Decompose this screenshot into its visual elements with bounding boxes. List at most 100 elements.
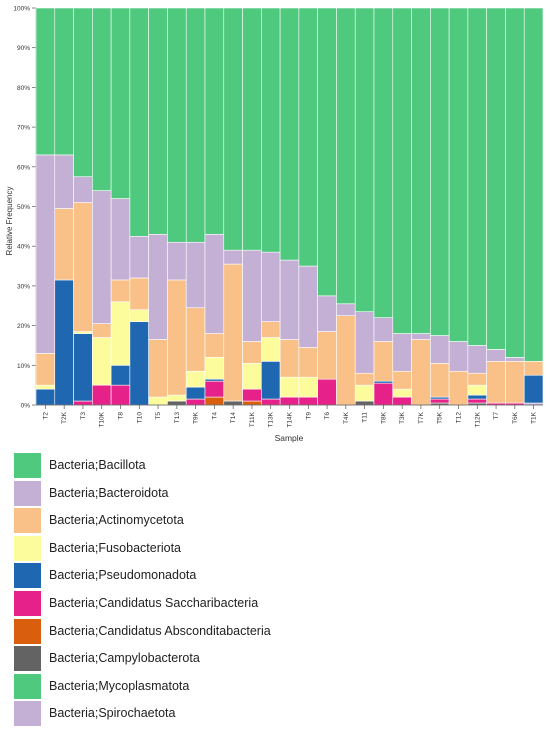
legend-label: Bacteria;Actinomycetota — [49, 513, 184, 528]
bar-segment-T2-6 — [35, 384, 56, 390]
bar-segment-T13-8 — [167, 241, 187, 281]
bar-segment-T1K-7 — [523, 361, 544, 376]
legend-swatch — [14, 590, 41, 616]
bar-segment-T9K-7 — [185, 307, 206, 372]
bar-segment-T8-7 — [110, 279, 131, 303]
x-tick-label: T3K — [399, 411, 406, 424]
legend-swatch — [14, 618, 41, 644]
x-tick-label: T14K — [287, 411, 294, 427]
x-tick-label: T12 — [456, 412, 463, 424]
bar-segment-T14-2 — [223, 400, 243, 406]
bar-segment-T13-9 — [167, 7, 187, 243]
y-tick-label: 100% — [13, 6, 30, 13]
bar-segment-T7-7 — [486, 361, 506, 404]
bar-segment-T9K-4 — [185, 398, 206, 406]
bar-segment-T13-6 — [167, 394, 187, 402]
y-tick-label: 10% — [17, 363, 30, 370]
bar-segment-T5-6 — [148, 396, 168, 406]
bar-segment-T2K-7 — [54, 208, 74, 281]
bar-segment-T2-5 — [35, 388, 56, 406]
bar-segment-T2-8 — [35, 154, 56, 354]
legend-label: Bacteria;Candidatus Saccharibacteria — [49, 595, 259, 610]
bar-segment-T13-2 — [167, 400, 187, 406]
y-axis: 0% 10% 20% 30% 40% 50% 60% 70% 80% 90% 100% — [13, 6, 37, 410]
bar-segment-T5-9 — [148, 7, 168, 235]
bar-segment-T14K-8 — [279, 259, 300, 340]
bar-segment-T11-8 — [354, 311, 375, 374]
x-tick-label: T5 — [155, 412, 162, 420]
bar-segment-T11-6 — [354, 384, 375, 402]
x-tick-label: T7 — [493, 412, 500, 420]
legend-item: Bacteria;Spirochaetota — [0, 699, 550, 727]
x-tick-label: T14 — [230, 412, 237, 424]
bar-segment-T5K-7 — [430, 363, 450, 398]
y-tick-label: 40% — [17, 244, 30, 251]
bar-segment-T5K-4 — [430, 398, 450, 404]
bar-segment-T4-9 — [204, 7, 225, 235]
legend-label: Bacteria;Candidatus Absconditabacteria — [49, 623, 271, 638]
bar-segment-T10K-8 — [92, 190, 112, 324]
bar-segment-T12-8 — [448, 341, 469, 372]
bar-segment-T11K-8 — [242, 249, 262, 342]
x-tick-label: T10K — [99, 411, 106, 427]
bar-segment-T7-8 — [486, 349, 506, 362]
bar-segment-T4K-7 — [336, 315, 356, 406]
bar-segment-T9K-8 — [185, 241, 206, 309]
x-tick-label: T2 — [42, 412, 49, 420]
bar-segment-T14K-4 — [279, 396, 300, 406]
bar-segment-T11K-3 — [242, 400, 262, 406]
x-tick-label: T6 — [324, 412, 331, 420]
x-tick-label: T3 — [80, 412, 87, 420]
y-tick-label: 70% — [17, 125, 30, 132]
bar-segment-T7K-7 — [411, 339, 431, 406]
x-tick-label: T6K — [512, 411, 519, 424]
bar-segment-T2K-9 — [54, 7, 74, 156]
bar-segment-T10K-4 — [92, 384, 112, 406]
legend-swatch — [14, 563, 41, 589]
bar-segment-T12-9 — [448, 7, 469, 342]
bar-segment-T12K-5 — [467, 394, 487, 400]
bar-segment-T3-5 — [73, 333, 93, 402]
bar-segment-T4K-9 — [336, 7, 356, 305]
bar-segment-T8K-9 — [373, 7, 394, 318]
x-tick-label: T11 — [362, 412, 369, 423]
bar-segment-T9K-5 — [185, 386, 206, 400]
bar-segment-T11-7 — [354, 372, 375, 386]
bar-segment-T13-7 — [167, 279, 187, 396]
legend-item: Bacteria;Bacillota — [0, 451, 550, 479]
bar-segment-T10K-6 — [92, 337, 112, 386]
bar-segment-T14K-9 — [279, 7, 300, 261]
bar-segment-T11K-7 — [242, 341, 262, 364]
bar-segment-T4-7 — [204, 333, 225, 358]
bar-segment-T9-9 — [298, 7, 318, 267]
bar-segment-T4-8 — [204, 233, 225, 334]
bar-segment-T13K-5 — [261, 361, 281, 400]
legend-swatch — [14, 535, 41, 561]
bar-segment-T10K-7 — [92, 323, 112, 338]
bar-segment-T7-9 — [486, 7, 506, 350]
bar-segment-T9-8 — [298, 265, 318, 348]
bar-segment-T10-5 — [129, 321, 149, 406]
x-tick-label: T4K — [343, 411, 350, 424]
legend-item: Bacteria;Fusobacteriota — [0, 534, 550, 562]
bar-segment-T2K-8 — [54, 154, 74, 209]
legend-item: Bacteria;Actinomycetota — [0, 506, 550, 534]
y-tick-label: 60% — [17, 164, 30, 171]
y-tick-label: 20% — [17, 323, 30, 330]
bar-segment-T13K-8 — [261, 251, 281, 322]
bar-segment-T5K-8 — [430, 335, 450, 364]
bar-segment-T5-8 — [148, 233, 168, 340]
bar-segment-T14-9 — [223, 7, 243, 251]
bar-segment-T14K-7 — [279, 339, 300, 378]
bar-segment-T3K-8 — [392, 333, 412, 372]
bar-segment-T11K-4 — [242, 388, 262, 402]
legend-swatch — [14, 646, 41, 672]
x-tick-label: T2K — [61, 411, 68, 424]
bar-segment-T13K-4 — [261, 398, 281, 406]
bar-segment-T3-9 — [73, 7, 93, 178]
bar-segment-T8-6 — [110, 301, 131, 366]
bar-segment-T4-6 — [204, 357, 225, 380]
x-tick-label: T5K — [437, 411, 444, 424]
bar-segment-T1K-9 — [523, 7, 544, 362]
bar-segment-T12K-6 — [467, 384, 487, 396]
